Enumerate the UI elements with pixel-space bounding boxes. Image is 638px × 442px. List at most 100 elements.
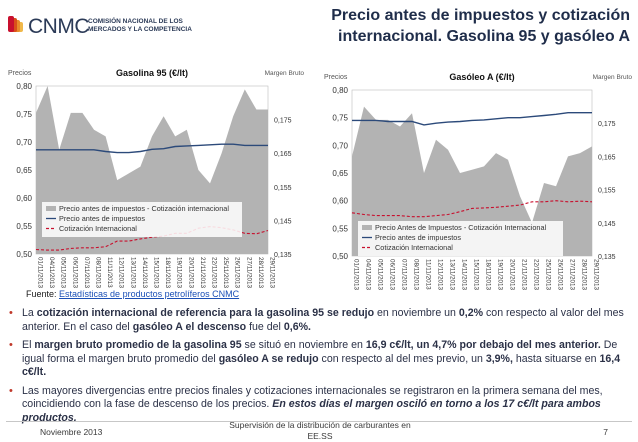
bullet-text-run: De igual forma el margen bruto promedio … — [22, 339, 618, 365]
cnmc-logo: CNMC COMISIÓN NACIONAL DE LOS MERCADOS Y… — [8, 6, 198, 46]
x-tick-label: 12/11/2013 — [118, 257, 125, 289]
series-cotizacion-line — [351, 200, 593, 218]
logo-org-name: COMISIÓN NACIONAL DE LOS MERCADOS Y LA C… — [88, 18, 208, 34]
bullet-text-run: En estos días el margen osciló en torno … — [22, 398, 601, 424]
y-right-tick-label: 0,145 — [598, 221, 616, 228]
bullet-dot-icon: • — [9, 384, 13, 397]
y-right-tick-label: 0,165 — [274, 151, 292, 158]
x-tick-label: 21/11/2013 — [199, 257, 206, 289]
chart-svg: 0,50 0,55 0,60 0,65 0,70 0,75 0,80 0,135 0,145 0,… — [324, 72, 632, 291]
bullet-text-run: 3,9%, — [485, 352, 513, 365]
bullet-list: • La cotización internacional de referenc… — [8, 307, 630, 430]
source-prefix: Fuente: — [26, 289, 60, 299]
logo-square — [14, 20, 20, 32]
chart-gasolina-95: 0,50 0,55 0,60 0,65 0,70 0,75 0,80 0,135 0,145 0,… — [6, 66, 306, 300]
x-tick-label: 13/11/2013 — [449, 259, 456, 291]
y-right-axis-label: Margen Bruto — [265, 70, 305, 77]
chart-title: Gasolina 95 (€/lt) — [116, 68, 188, 78]
x-tick-label: 20/11/2013 — [509, 259, 516, 291]
x-tick-label: 06/11/2013 — [389, 259, 396, 291]
bullet-paragraph: • La cotización internacional de referenc… — [8, 307, 630, 334]
chart-svg: 0,50 0,55 0,60 0,65 0,70 0,75 0,80 0,135 0,145 0,… — [8, 68, 305, 289]
x-tick-label: 04/11/2013 — [365, 259, 372, 291]
footer-center-text: Supervisión de la distribución de carbur… — [229, 420, 411, 441]
bullet-dot-icon: • — [9, 339, 13, 351]
bullet-text-run: margen bruto promedio de la gasolina 95 — [34, 339, 242, 351]
logo-square — [11, 18, 17, 32]
x-tick-label: 07/11/2013 — [83, 257, 90, 289]
y-left-tick-label: 0,80 — [16, 82, 32, 91]
x-tick-label: 05/11/2013 — [377, 259, 384, 291]
source-note: Fuente: Estadísticas de productos petrol… — [26, 289, 239, 299]
x-tick-label: 22/11/2013 — [533, 259, 540, 291]
y-left-tick-label: 0,60 — [332, 197, 348, 206]
y-right-tick-label: 0,175 — [274, 118, 292, 125]
series-pai-line — [352, 112, 592, 126]
legend-label: Cotización Internacional — [375, 243, 453, 252]
logo-org-line-1: COMISIÓN NACIONAL DE LOS — [88, 18, 183, 25]
bullet-text-run: 16,4 c€/lt. — [22, 352, 621, 379]
footer-date: Noviembre 2013 — [40, 427, 103, 437]
x-tick-label: 15/11/2013 — [473, 259, 480, 291]
bullet-text-run: con respecto al del mes previo, un — [318, 352, 486, 365]
legend-label: Precio Antes de Impuestos - Cotización I… — [375, 223, 547, 232]
y-left-axis-label: Precios — [8, 70, 32, 77]
x-tick-label: 08/11/2013 — [95, 257, 102, 289]
y-right-tick-label: 0,165 — [598, 154, 616, 161]
x-tick-label: 15/11/2013 — [153, 257, 160, 289]
y-right-tick-label: 0,135 — [598, 254, 616, 261]
bullet-text-run: en noviembre un — [374, 307, 459, 319]
x-tick-label: 12/11/2013 — [437, 259, 444, 291]
x-tick-label: 08/11/2013 — [413, 259, 420, 291]
legend-label: Precio antes de impuestos — [375, 233, 461, 242]
y-right-tick-label: 0,155 — [598, 188, 616, 195]
y-left-tick-label: 0,70 — [332, 141, 348, 150]
x-tick-label: 04/11/2013 — [48, 257, 55, 289]
bullet-paragraph: • El margen bruto promedio de la gasolina… — [8, 339, 630, 380]
legend-bg — [42, 202, 242, 237]
x-tick-label: 27/11/2013 — [245, 257, 252, 289]
x-tick-label: 29/11/2013 — [269, 257, 276, 289]
legend-swatch-area — [362, 225, 372, 230]
y-right-tick-label: 0,175 — [598, 121, 616, 128]
page-number: 7 — [603, 427, 608, 437]
x-tick-label: 25/11/2013 — [545, 259, 552, 291]
x-tick-label: 06/11/2013 — [71, 257, 78, 289]
footer-divider — [6, 421, 632, 422]
y-left-tick-label: 0,65 — [332, 169, 348, 178]
x-tick-label: 26/11/2013 — [557, 259, 564, 291]
y-left-tick-label: 0,55 — [332, 224, 348, 233]
page-title-line-1: Precio antes de impuestos y cotización — [331, 7, 630, 24]
bullet-text-run: con respecto al valor del mes anterior. … — [22, 307, 624, 333]
bullet-dot-icon: • — [9, 307, 13, 319]
series-pai-line — [36, 143, 268, 154]
x-tick-label: 28/11/2013 — [257, 257, 264, 289]
legend-label: Precio antes de impuestos — [59, 214, 145, 223]
y-left-tick-label: 0,60 — [16, 194, 32, 203]
x-tick-label: 22/11/2013 — [211, 257, 218, 289]
y-left-tick-label: 0,75 — [16, 110, 32, 119]
bullet-text-run: gasóleo A el descenso — [132, 320, 247, 333]
y-left-tick-label: 0,80 — [332, 86, 348, 95]
y-left-tick-label: 0,50 — [16, 250, 32, 259]
x-tick-label: 14/11/2013 — [461, 259, 468, 291]
legend-bg — [358, 221, 563, 256]
x-tick-label: 05/11/2013 — [60, 257, 67, 289]
bullet-text-run: 0,6%. — [283, 320, 311, 333]
legend-label: Cotización Internacional — [59, 224, 137, 233]
y-left-axis-label: Precios — [324, 74, 348, 81]
bullet-text-run: gasóleo A se redujo — [218, 352, 319, 365]
x-tick-label: 20/11/2013 — [187, 257, 194, 289]
legend-swatch-area — [46, 206, 56, 211]
x-tick-label: 19/11/2013 — [497, 259, 504, 291]
bullet-text-run: 0,2% — [458, 307, 484, 319]
bullet-text-run: La — [22, 307, 37, 319]
x-tick-label: 01/11/2013 — [37, 257, 44, 289]
bullet-paragraph: • Las mayores divergencias entre precios … — [8, 385, 630, 426]
chart-legend: Precio antes de impuestos - Cotización i… — [42, 202, 242, 237]
y-right-tick-label: 0,145 — [274, 218, 292, 225]
bullet-text-run: hasta situarse en — [512, 352, 600, 365]
source-link[interactable]: Estadísticas de productos petrolíferos C… — [59, 289, 240, 299]
bullet-text-run: cotización internacional de referencia p… — [36, 307, 375, 319]
page-title-line-2: internacional. Gasolina 95 y gasóleo A — [338, 28, 630, 45]
